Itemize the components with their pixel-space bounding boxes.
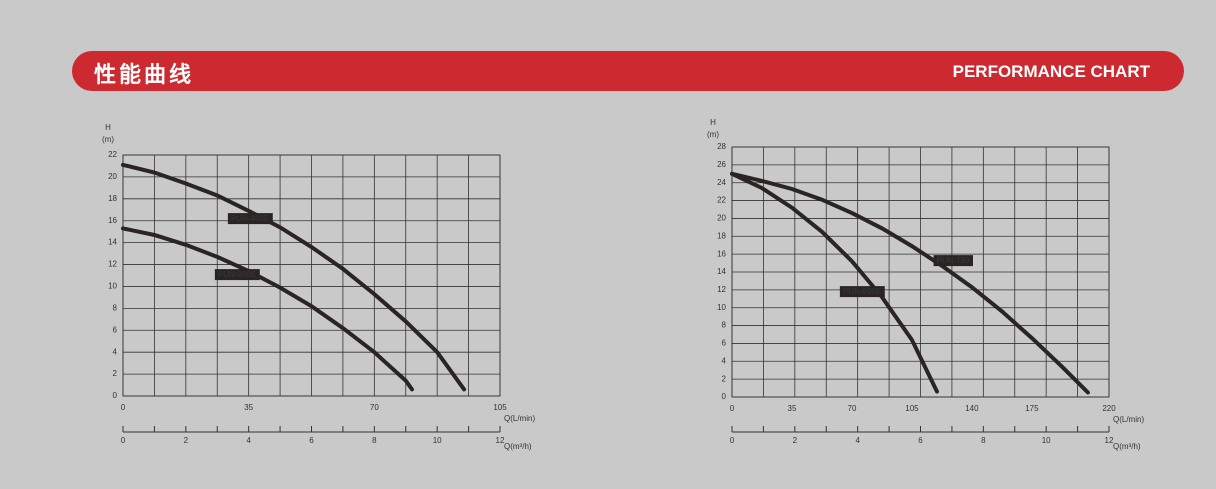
y-tick-label: 16 xyxy=(108,216,117,225)
y-tick-label: 2 xyxy=(113,369,118,378)
x2-tick-label: 12 xyxy=(496,436,505,445)
y-tick-label: 6 xyxy=(722,339,727,348)
y-tick-label: 2 xyxy=(722,374,727,383)
x2-tick-label: 10 xyxy=(433,436,442,445)
curve-label: PUN-400E xyxy=(231,214,270,223)
x-tick-label: 70 xyxy=(848,404,857,413)
y-tick-label: 20 xyxy=(108,172,117,181)
x2-label: Q(m³/h) xyxy=(1113,442,1141,451)
x2-tick-label: 0 xyxy=(730,436,735,445)
y-tick-label: 20 xyxy=(717,214,726,223)
y-tick-label: 18 xyxy=(108,194,117,203)
y-unit: (m) xyxy=(102,135,114,144)
x-tick-label: 175 xyxy=(1025,404,1039,413)
curve xyxy=(730,171,939,394)
header-bar: 性能曲线 PERFORMANCE CHART xyxy=(72,51,1184,91)
curve-label-box xyxy=(227,213,273,225)
x2-tick-label: 0 xyxy=(121,436,126,445)
x2-tick-label: 2 xyxy=(793,436,798,445)
x2-tick-label: 4 xyxy=(855,436,860,445)
x-label: Q(L/min) xyxy=(504,414,535,423)
x2-label: Q(m³/h) xyxy=(504,442,532,451)
y-tick-label: 14 xyxy=(717,267,726,276)
curve xyxy=(121,162,467,392)
x-tick-label: 0 xyxy=(121,403,126,412)
y-tick-label: 6 xyxy=(113,325,118,334)
x-tick-label: 35 xyxy=(788,404,797,413)
y-tick-label: 14 xyxy=(108,238,117,247)
x2-tick-label: 8 xyxy=(372,436,377,445)
y-tick-label: 10 xyxy=(108,282,117,291)
plot-frame xyxy=(731,146,1110,398)
y-tick-label: 12 xyxy=(717,285,726,294)
plot-frame xyxy=(122,154,501,397)
curve xyxy=(121,226,414,392)
header-subtitle: PERFORMANCE CHART xyxy=(952,62,1150,81)
curve xyxy=(730,171,1090,395)
x-tick-label: 0 xyxy=(730,404,735,413)
x-tick-label: 140 xyxy=(965,404,979,413)
y-label: H xyxy=(105,123,111,132)
curve-label-box xyxy=(214,269,260,281)
curve-label: PUN-200E xyxy=(218,270,257,279)
curve-label: PUN-750 xyxy=(937,256,970,265)
y-tick-label: 16 xyxy=(717,249,726,258)
x-tick-label: 70 xyxy=(370,403,379,412)
curve-label: PUN-600E xyxy=(843,287,882,296)
y-tick-label: 28 xyxy=(717,142,726,151)
x2-tick-label: 8 xyxy=(981,436,986,445)
y-tick-label: 0 xyxy=(722,392,727,401)
y-tick-label: 8 xyxy=(722,321,727,330)
y-tick-label: 22 xyxy=(108,150,117,159)
curve-label-box xyxy=(839,286,885,298)
y-unit: (m) xyxy=(707,130,719,139)
y-tick-label: 22 xyxy=(717,196,726,205)
x2-tick-label: 12 xyxy=(1105,436,1114,445)
x2-tick-label: 4 xyxy=(246,436,251,445)
x-tick-label: 220 xyxy=(1102,404,1116,413)
header-title: 性能曲线 xyxy=(94,63,195,88)
x2-tick-label: 2 xyxy=(184,436,189,445)
y-tick-label: 26 xyxy=(717,160,726,169)
x-tick-label: 105 xyxy=(905,404,919,413)
y-tick-label: 4 xyxy=(113,347,118,356)
y-label: H xyxy=(710,118,716,127)
x2-tick-label: 10 xyxy=(1042,436,1051,445)
y-tick-label: 8 xyxy=(113,303,118,312)
x2-tick-label: 6 xyxy=(918,436,923,445)
y-tick-label: 4 xyxy=(722,356,727,365)
y-tick-label: 10 xyxy=(717,303,726,312)
x-tick-label: 105 xyxy=(493,403,507,412)
x-label: Q(L/min) xyxy=(1113,415,1144,424)
curve-label-box xyxy=(933,255,973,267)
y-tick-label: 12 xyxy=(108,260,117,269)
x-tick-label: 35 xyxy=(244,403,253,412)
y-tick-label: 18 xyxy=(717,231,726,240)
y-tick-label: 0 xyxy=(113,391,118,400)
y-tick-label: 24 xyxy=(717,178,726,187)
x2-tick-label: 6 xyxy=(309,436,314,445)
